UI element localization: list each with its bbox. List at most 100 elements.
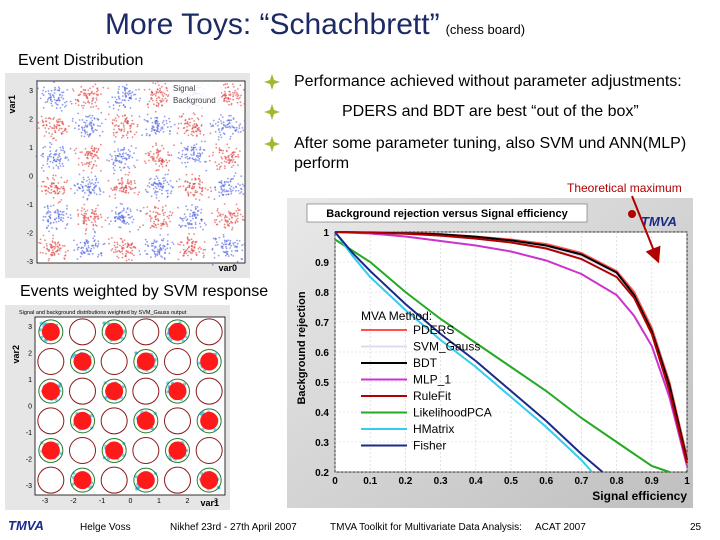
scatter-point: [162, 91, 164, 94]
svm-signal-blob: [136, 471, 155, 490]
scatter-point: [125, 159, 128, 161]
scatter-point: [239, 130, 242, 133]
scatter-point: [234, 215, 237, 218]
scatter-point: [62, 97, 65, 100]
scatter-point: [53, 92, 56, 94]
scatter-point: [202, 228, 204, 231]
scatter-point: [128, 181, 131, 184]
scatter-point: [95, 154, 98, 157]
scatter-point: [157, 207, 160, 210]
scatter-point: [62, 123, 65, 126]
scatter-point: [152, 188, 155, 190]
scatter-point: [118, 160, 121, 162]
scatter-point: [230, 178, 232, 181]
scatter-point: [45, 130, 48, 133]
scatter-point: [169, 211, 172, 213]
scatter-point: [88, 189, 90, 192]
scatter-point: [116, 246, 119, 249]
scatter-point: [152, 156, 155, 158]
scatter-point: [85, 115, 87, 118]
scatter-point: [224, 83, 227, 86]
scatter-point: [118, 166, 121, 169]
scatter-point: [47, 178, 50, 180]
scatter-point: [185, 187, 187, 190]
scatter-point: [221, 245, 224, 248]
scatter-point: [117, 88, 120, 91]
scatter-point: [155, 99, 158, 102]
scatter-point: [58, 94, 61, 96]
svm-background-contour: [195, 437, 223, 464]
scatter-point: [90, 191, 92, 194]
scatter-point: [184, 250, 187, 253]
scatter-point: [74, 184, 77, 187]
svm-background-contour: [69, 437, 96, 464]
scatter-point: [117, 95, 120, 98]
scatter-point: [160, 222, 163, 225]
scatter-point: [231, 161, 234, 163]
scatter-point: [120, 169, 122, 172]
scatter-point: [122, 134, 124, 137]
scatter-point: [112, 132, 115, 134]
scatter-point: [231, 228, 233, 231]
scatter-point: [186, 248, 189, 250]
scatter-point: [36, 185, 39, 187]
scatter-point: [212, 151, 215, 154]
scatter-point: [124, 92, 127, 94]
scatter-point: [235, 189, 237, 192]
scatter-point: [138, 115, 141, 118]
svm-cell-dot: [39, 328, 43, 332]
scatter-point: [204, 140, 207, 143]
scatter-point: [129, 150, 131, 153]
scatter-point: [161, 192, 163, 195]
scatter-point: [63, 191, 66, 194]
scatter-point: [197, 156, 199, 159]
scatter-point: [121, 177, 123, 179]
scatter-point: [180, 217, 183, 220]
scatter-point: [229, 160, 232, 163]
scatter-point: [235, 121, 238, 123]
scatter-point: [161, 104, 163, 107]
scatter-point: [184, 118, 187, 121]
scatter-point: [42, 164, 45, 167]
scatter-point: [120, 238, 123, 240]
scatter-point: [179, 157, 182, 160]
roc-legend-entry: HMatrix: [413, 422, 454, 436]
scatter-point: [87, 92, 90, 95]
scatter-point: [156, 240, 158, 243]
scatter-point: [239, 213, 242, 216]
scatter-point: [125, 152, 127, 155]
scatter-point: [139, 226, 141, 229]
scatter-point: [111, 123, 114, 125]
scatter-point: [93, 212, 96, 215]
scatter-point: [235, 246, 238, 249]
scatter-point: [232, 187, 235, 189]
scatter-point: [161, 85, 163, 88]
scatter-point: [232, 98, 234, 101]
scatter-point: [62, 149, 65, 152]
scatter-point: [177, 243, 180, 246]
scatter-point: [81, 253, 83, 255]
scatter-point: [101, 122, 103, 125]
scatter-point: [136, 159, 139, 161]
scatter-point: [35, 155, 38, 158]
scatter-point: [90, 124, 92, 127]
scatter-point: [66, 204, 68, 207]
scatter-point: [124, 88, 126, 91]
scatter-point: [199, 130, 202, 133]
scatter-point: [87, 246, 90, 249]
scatter-point: [220, 92, 223, 94]
scatter-point: [234, 89, 237, 92]
scatter-point: [57, 201, 60, 204]
scatter-point: [97, 93, 99, 96]
roc-xtick-label: 0.9: [645, 476, 659, 487]
scatter-point: [189, 223, 192, 226]
scatter-point: [134, 93, 137, 96]
scatter-point: [195, 134, 198, 137]
scatter-point: [81, 161, 83, 164]
scatter-point: [61, 245, 64, 247]
scatter-point: [122, 244, 124, 247]
scatter-point: [95, 177, 98, 180]
scatter-point: [171, 211, 174, 214]
scatter-point: [217, 254, 220, 257]
scatter-point: [43, 206, 46, 209]
